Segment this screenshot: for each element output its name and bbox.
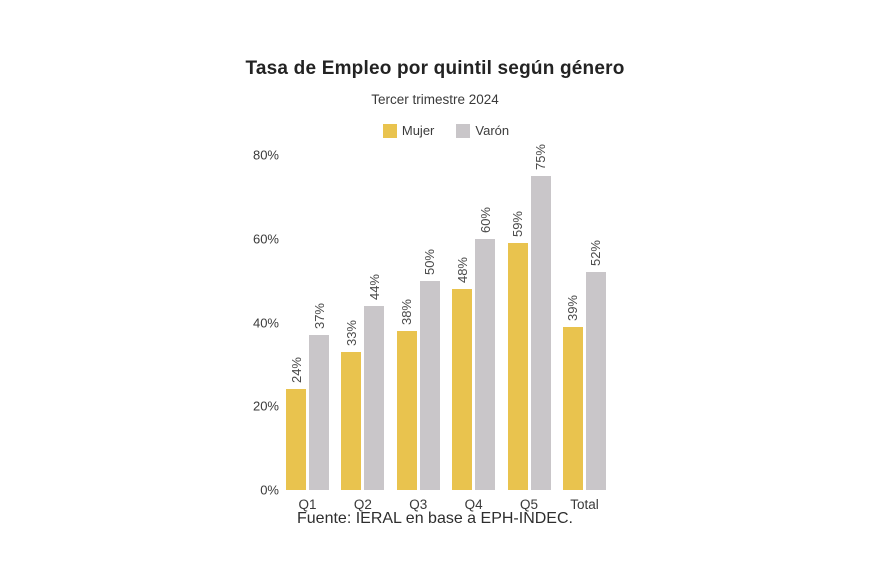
bar-mujer	[507, 243, 528, 490]
bar-varon	[530, 176, 551, 490]
bar-varon	[585, 272, 606, 490]
bar-column-mujer: 38%	[396, 155, 417, 490]
bar-value-label: 24%	[288, 356, 304, 383]
y-tick-label: 40%	[252, 315, 279, 330]
bar-varon	[475, 239, 496, 490]
legend-varon-label: Varón	[475, 123, 510, 138]
bar-value-label: 75%	[533, 143, 549, 170]
bar-column-mujer: 59%	[507, 155, 528, 490]
y-tick-label: 20%	[252, 398, 279, 414]
bar-mujer	[452, 289, 473, 490]
chart-title: Tasa de Empleo por quintil según género	[245, 58, 625, 79]
legend-item-mujer: Mujer	[382, 123, 435, 138]
bar-group: 33% 44% Q2	[341, 155, 385, 512]
x-axis-label: Total	[570, 497, 599, 512]
bar-value-label: 50%	[422, 248, 438, 275]
bar-value-label: 59%	[510, 210, 526, 237]
x-axis-label: Q4	[464, 497, 483, 512]
bar-column-varon: 60%	[475, 155, 496, 490]
legend-item-varon: Varón	[456, 123, 509, 138]
bar-mujer	[562, 327, 583, 490]
bar-value-label: 52%	[588, 239, 604, 266]
x-axis-label: Q2	[353, 497, 372, 512]
bar-value-label: 33%	[343, 319, 359, 346]
bar-group: 38% 50% Q3	[396, 155, 440, 512]
bar-column-mujer: 24%	[286, 155, 306, 490]
y-tick-label: 80%	[252, 147, 279, 163]
legend-mujer-label: Mujer	[401, 123, 435, 138]
y-tick-label: 0%	[260, 482, 279, 498]
y-tick-label: 60%	[252, 231, 279, 247]
bar-column-mujer: 33%	[341, 155, 362, 490]
source-note: Fuente: IERAL en base a EPH-INDEC.	[297, 510, 573, 527]
legend: Mujer Varón	[286, 123, 606, 138]
bar-mujer	[286, 389, 306, 490]
bar-value-label: 39%	[565, 294, 581, 321]
bar-varon	[364, 306, 385, 490]
bar-varon	[309, 335, 329, 490]
bar-column-varon: 44%	[364, 155, 385, 490]
bar-column-varon: 50%	[419, 155, 440, 490]
plot-area: 0% 20% 40% 60% 80% 24% 37% Q1 33% 44% Q2 38% 50% Q3 4…	[253, 144, 606, 512]
bar-group: 48% 60% Q4	[452, 155, 496, 512]
bar-group: 59% 75% Q5	[507, 144, 551, 512]
bar-group: 24% 37% Q1	[286, 155, 329, 512]
legend-mujer-swatch	[382, 123, 397, 138]
x-axis-label: Q3	[409, 497, 428, 512]
legend-varon-swatch	[456, 123, 471, 138]
bar-varon	[419, 281, 440, 490]
bar-group: 39% 52% Total	[562, 155, 606, 512]
bar-column-varon: 75%	[530, 144, 551, 490]
bar-groups: 24% 37% Q1 33% 44% Q2 38% 50% Q3 48% 60% Q4 59% 75% Q5…	[286, 144, 606, 512]
bar-mujer	[396, 331, 417, 490]
bar-mujer	[341, 352, 362, 490]
bar-value-label: 38%	[399, 298, 415, 325]
x-axis-label: Q5	[520, 497, 539, 512]
bar-value-label: 37%	[311, 302, 327, 329]
bar-value-label: 44%	[366, 273, 382, 300]
bar-column-mujer: 39%	[562, 155, 583, 490]
chart-subtitle: Tercer trimestre 2024	[371, 92, 499, 107]
x-axis-label: Q1	[298, 497, 317, 512]
bar-value-label: 60%	[477, 206, 493, 233]
bar-column-varon: 37%	[309, 155, 329, 490]
bar-value-label: 48%	[454, 256, 470, 283]
bar-column-mujer: 48%	[452, 155, 473, 490]
bar-column-varon: 52%	[585, 155, 606, 490]
